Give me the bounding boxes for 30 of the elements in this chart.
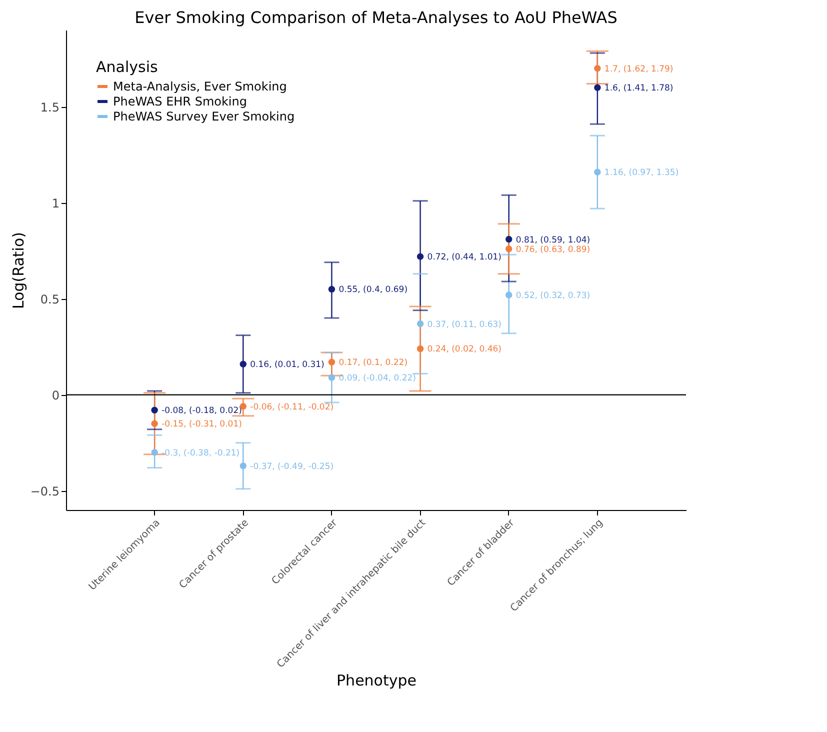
data-label: 0.55, (0.4, 0.69) <box>338 285 408 296</box>
data-label: -0.3, (-0.38, -0.21) <box>162 448 240 458</box>
data-label: 0.17, (0.1, 0.22) <box>338 358 408 368</box>
data-label: -0.08, (-0.18, 0.02) <box>162 406 242 416</box>
legend-label: Meta-Analysis, Ever Smoking <box>113 80 287 94</box>
y-tick-label: 1 <box>52 196 60 210</box>
data-label: 0.24, (0.02, 0.46) <box>427 344 502 355</box>
data-label: -0.06, (-0.11, -0.02) <box>250 402 334 412</box>
data-label: 0.81, (0.59, 1.04) <box>516 235 590 246</box>
data-label: 1.6, (1.41, 1.78) <box>604 84 674 94</box>
y-tick-label: 0.5 <box>40 292 60 306</box>
data-label: -0.15, (-0.31, 0.01) <box>162 420 242 430</box>
legend-title: Analysis <box>96 58 158 76</box>
data-label: 0.72, (0.44, 1.01) <box>427 252 502 263</box>
data-label: 1.7, (1.62, 1.79) <box>604 64 674 74</box>
y-tick-label: −0.5 <box>30 484 60 498</box>
data-label: 0.52, (0.32, 0.73) <box>516 290 590 301</box>
data-label: 0.37, (0.11, 0.63) <box>427 320 502 330</box>
legend-label: PheWAS EHR Smoking <box>113 94 247 108</box>
data-label: 0.09, (-0.04, 0.22) <box>338 374 416 384</box>
data-label: 0.76, (0.63, 0.89) <box>516 244 590 255</box>
y-tick-label: 1.5 <box>40 100 60 114</box>
x-axis-title: Phenotype <box>336 672 416 690</box>
y-tick-label: 0 <box>52 388 60 402</box>
data-label: -0.37, (-0.49, -0.25) <box>250 462 334 472</box>
data-label: 1.16, (0.97, 1.35) <box>604 168 679 178</box>
y-axis-title: Log(Ratio) <box>9 232 28 310</box>
legend-label: PheWAS Survey Ever Smoking <box>113 110 295 124</box>
data-label: 0.16, (0.01, 0.31) <box>250 360 324 370</box>
chart-title: Ever Smoking Comparison of Meta-Analyses to AoU PheWAS <box>134 8 618 27</box>
